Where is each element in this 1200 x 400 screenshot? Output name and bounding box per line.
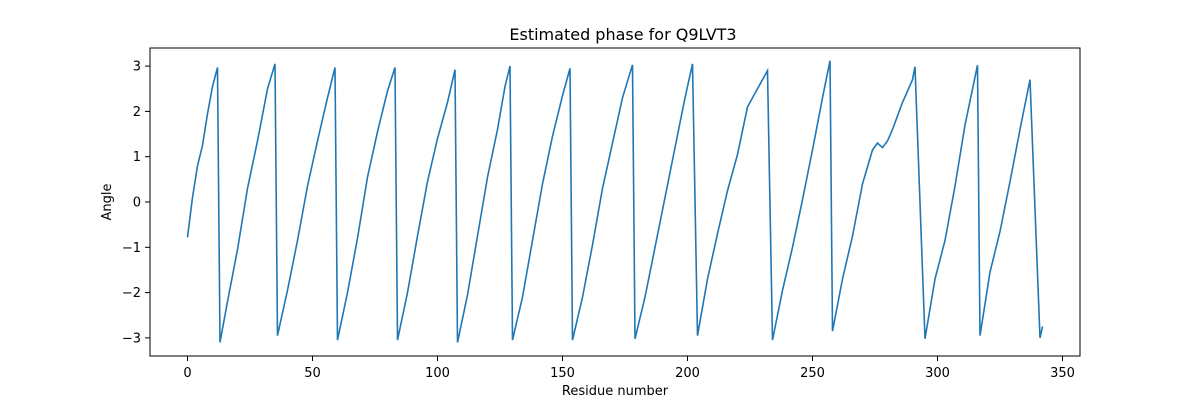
y-tick-label: 1 xyxy=(133,150,141,165)
x-tick-label: 0 xyxy=(183,366,191,381)
x-axis-ticks: 0 50 100 150 200 250 300 350 xyxy=(183,356,1075,381)
y-tick-label: −1 xyxy=(122,241,141,256)
y-tick-label: −2 xyxy=(122,286,141,301)
x-tick-label: 150 xyxy=(550,366,575,381)
y-axis-label: Angle xyxy=(100,184,115,221)
y-tick-label: 2 xyxy=(133,105,141,120)
x-tick-label: 350 xyxy=(1050,366,1075,381)
x-tick-label: 300 xyxy=(925,366,950,381)
phase-series-line xyxy=(186,60,1044,343)
y-tick-label: −3 xyxy=(122,331,141,346)
chart-title: Estimated phase for Q9LVT3 xyxy=(509,25,736,44)
y-tick-label: 0 xyxy=(133,196,141,211)
x-tick-label: 250 xyxy=(800,366,825,381)
x-axis-label: Residue number xyxy=(562,384,669,399)
plot-frame xyxy=(149,47,1081,357)
x-tick-label: 200 xyxy=(675,366,700,381)
y-axis-ticks: −3 −2 −1 0 1 2 3 xyxy=(122,60,150,346)
x-tick-label: 100 xyxy=(425,366,450,381)
y-tick-label: 3 xyxy=(133,60,141,75)
x-tick-label: 50 xyxy=(304,366,321,381)
